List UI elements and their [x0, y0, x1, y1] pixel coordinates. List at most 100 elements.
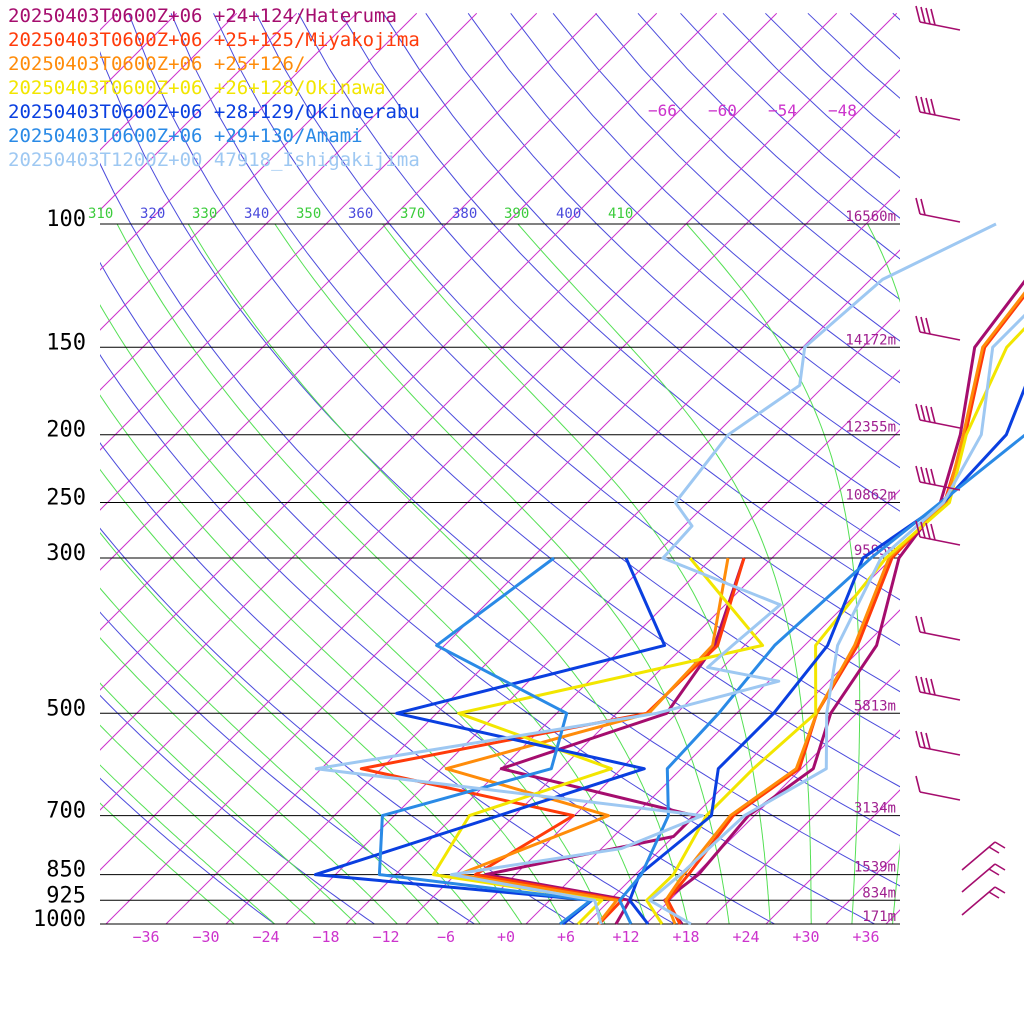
legend: 20250403T0600Z+06 +24+124/Hateruma 202504… — [8, 4, 420, 172]
isotherm-line — [1006, 13, 1024, 924]
temperature-profile — [618, 433, 1024, 925]
isotherm-line — [100, 12, 838, 751]
isotherm-line — [165, 189, 900, 924]
wind-barb-feather — [915, 403, 921, 421]
height-label: 10862m — [845, 488, 896, 504]
wind-barb-feather — [930, 523, 936, 541]
dry-adiabat-line — [807, 12, 900, 99]
moist-adiabat-line — [100, 532, 481, 924]
wind-barb-feather — [915, 465, 921, 483]
isotherm-lines — [100, 12, 1024, 924]
temperature-profile — [645, 326, 1024, 925]
wind-barb-feather — [925, 467, 931, 485]
temperature-profile — [663, 279, 1024, 925]
wind-barb-feather — [915, 675, 921, 693]
moist-adiabat-line — [382, 223, 771, 924]
dry-adiabat-line — [340, 13, 900, 556]
wind-barb-feather — [925, 677, 931, 695]
temperature-profile — [648, 313, 1024, 926]
theta-label: 410 — [608, 206, 633, 222]
legend-entry: 20250403T0600Z+06 +26+128/Okinawa — [8, 77, 386, 99]
pressure-label: 100 — [46, 207, 86, 232]
pressure-label: 200 — [46, 418, 86, 443]
wind-barb-feather — [920, 96, 926, 114]
isotherm-line — [100, 12, 658, 571]
wind-barb — [919, 111, 961, 121]
theta-label: 400 — [556, 206, 581, 222]
moist-adiabat-line — [100, 682, 357, 924]
isotherm-label: −48 — [828, 101, 857, 120]
isotherm-line — [105, 129, 900, 924]
moist-adiabat-line — [517, 223, 812, 924]
wind-barb — [919, 419, 961, 429]
height-label: 834m — [862, 885, 896, 901]
theta-label: 390 — [504, 206, 529, 222]
legend-entry: 20250403T0600Z+06 +25+125/Miyakojima — [8, 29, 420, 51]
x-tick-label: −18 — [312, 928, 339, 946]
isotherm-line — [765, 789, 900, 924]
temperature-profile — [628, 385, 1024, 925]
wind-barb-feather — [988, 868, 1000, 876]
moist-adiabat-line — [867, 223, 900, 924]
moist-adiabat-line — [100, 802, 236, 924]
wind-barb — [919, 791, 961, 801]
wind-barb-feather — [925, 405, 931, 423]
theta-label: 320 — [140, 206, 165, 222]
wind-barb-feather — [925, 317, 931, 335]
wind-barb-feather — [930, 8, 936, 26]
wind-barb-feather — [930, 468, 936, 486]
moist-adiabat-line — [100, 394, 564, 924]
height-label: 171m — [862, 909, 896, 925]
isotherm-line — [100, 12, 598, 511]
x-tick-label: −30 — [192, 928, 219, 946]
height-label: 12355m — [845, 420, 896, 436]
dry-adiabat-line — [100, 777, 276, 924]
pressure-label: 925 — [46, 883, 86, 908]
isotherm-line — [705, 729, 900, 924]
temperature-profile — [664, 291, 1024, 925]
wind-barb-feather — [930, 406, 936, 424]
x-tick-label: +18 — [672, 928, 699, 946]
x-tick-label: −12 — [372, 928, 399, 946]
theta-label: 350 — [296, 206, 321, 222]
theta-label: 370 — [400, 206, 425, 222]
wind-barb — [919, 213, 961, 223]
isotherm-line — [100, 12, 538, 451]
isotherm-label: −54 — [768, 101, 797, 120]
wind-barb-feather — [925, 732, 931, 750]
moist-adiabat-line — [686, 223, 861, 924]
wind-barb-feather — [988, 846, 1000, 854]
theta-label: 340 — [244, 206, 269, 222]
wind-barb-feather — [925, 522, 931, 540]
legend-entry: 20250403T1200Z+00 47918_Ishigakijima — [8, 149, 420, 171]
isotherm-line — [100, 12, 778, 691]
wind-barb-feather — [920, 616, 926, 634]
x-tick-label: −24 — [252, 928, 279, 946]
wind-barb-feather — [915, 520, 921, 538]
isotherm-line — [345, 369, 900, 924]
wind-barb-feather — [920, 198, 926, 216]
pressure-label: 150 — [46, 330, 86, 355]
moist-adiabat-line — [100, 724, 317, 924]
wind-barb-feather — [915, 197, 921, 215]
moist-adiabat-line — [274, 223, 730, 924]
dewpoint-profile — [444, 557, 730, 925]
dry-adiabat-line — [100, 442, 676, 924]
wind-barb-feather — [920, 466, 926, 484]
wind-barb-feather — [920, 731, 926, 749]
dry-adiabat-line — [297, 13, 900, 601]
moist-adiabat-line — [100, 764, 276, 924]
dry-adiabat-line — [100, 694, 376, 924]
isotherm-line — [585, 609, 900, 924]
axis-labels: 100 16560m 150 14172m 200 12355m 250 10862m 300 9… — [33, 101, 896, 946]
legend-entry: 20250403T0600Z+06 +29+130/Amami — [8, 125, 363, 147]
wind-barb-feather — [920, 6, 926, 24]
wind-barb-feather — [925, 7, 931, 25]
pressure-level-lines — [100, 223, 900, 925]
x-tick-label: +12 — [612, 928, 639, 946]
isotherm-line — [100, 12, 898, 811]
isotherm-line — [645, 669, 900, 924]
pressure-label: 700 — [46, 799, 86, 824]
dry-adiabat-line — [213, 13, 900, 693]
